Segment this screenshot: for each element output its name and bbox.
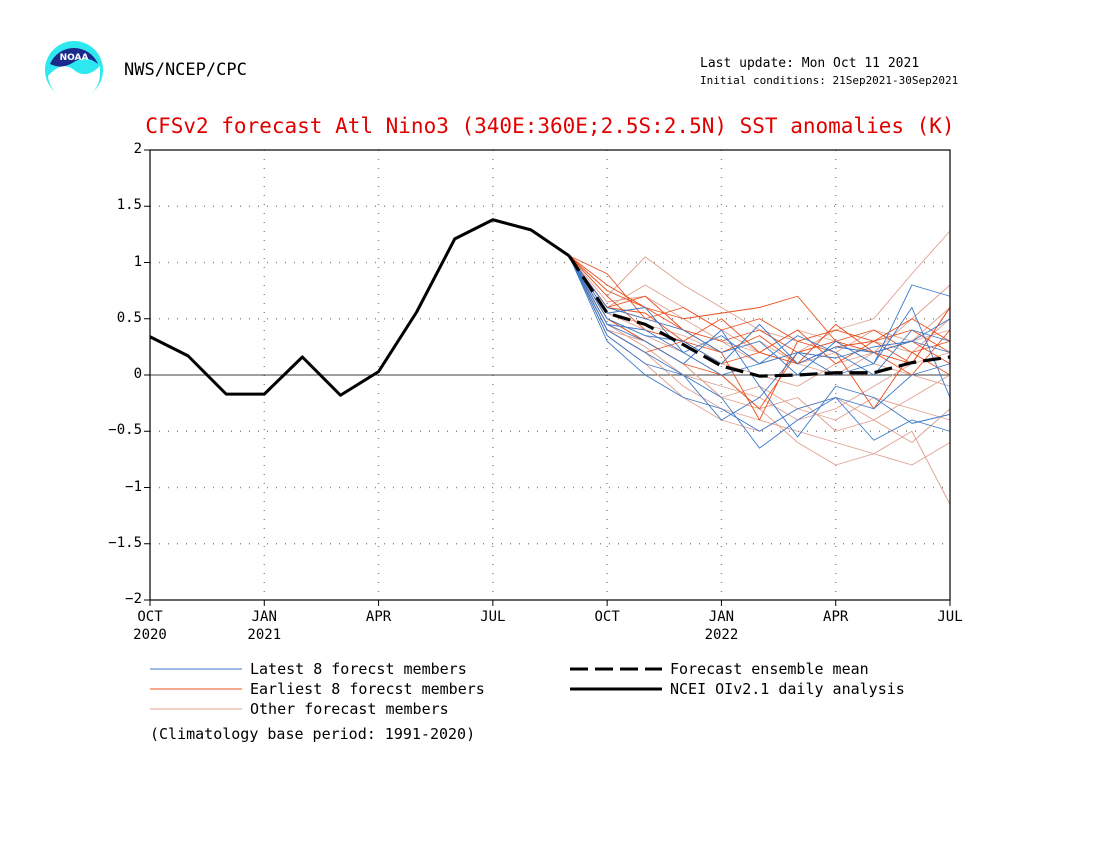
initial-conditions-text: Initial conditions: 21Sep2021-30Sep2021 — [700, 74, 959, 87]
x-tick-month: OCT — [594, 609, 620, 625]
x-tick-label: JAN 2021 — [234, 608, 294, 644]
latest-member-line — [568, 255, 951, 432]
y-tick-label: −0.5 — [108, 422, 142, 439]
other-member-line — [568, 255, 951, 387]
x-tick-month: APR — [365, 609, 392, 625]
legend-other: Other forecast members — [150, 700, 449, 718]
y-tick-label: 1.5 — [116, 197, 142, 214]
y-tick-label: −1.5 — [108, 534, 142, 551]
legend-earliest: Earliest 8 forecst members — [150, 680, 485, 698]
y-tick-label: −1 — [125, 478, 142, 495]
x-tick-label: JAN 2022 — [691, 608, 751, 644]
last-update-text: Last update: Mon Oct 11 2021 — [700, 56, 920, 71]
x-tick-month: JAN — [251, 609, 277, 625]
y-tick-label: 0 — [133, 366, 142, 382]
latest-member-line — [568, 255, 951, 438]
agency-label: NWS/NCEP/CPC — [124, 60, 247, 80]
other-member-line — [568, 255, 951, 432]
legend-mean: Forecast ensemble mean — [570, 660, 869, 678]
x-tick-month: JUL — [937, 609, 963, 625]
x-tick-month: OCT — [137, 609, 163, 625]
x-tick-label: JUL — [920, 608, 980, 626]
x-tick-year: 2021 — [247, 627, 282, 643]
analysis-line — [149, 218, 570, 397]
other-member-line — [568, 255, 951, 365]
x-tick-month: JUL — [480, 609, 506, 625]
svg-text:NOAA: NOAA — [60, 53, 89, 63]
legend-latest-swatch — [150, 668, 242, 670]
legend-analysis-label: NCEI OIv2.1 daily analysis — [670, 680, 905, 698]
other-member-line — [568, 255, 951, 443]
other-member-line — [568, 255, 951, 421]
x-tick-year: 2022 — [704, 627, 739, 643]
x-tick-label: APR — [349, 608, 409, 626]
x-tick-label: OCT — [577, 608, 637, 626]
legend-analysis: NCEI OIv2.1 daily analysis — [570, 680, 905, 698]
other-member-line — [568, 255, 951, 365]
earliest-member-line — [568, 255, 951, 365]
other-member-line — [568, 255, 951, 387]
legend-other-swatch — [150, 708, 242, 710]
latest-member-line — [568, 255, 951, 376]
earliest-member-line — [568, 255, 951, 365]
chart-title: CFSv2 forecast Atl Nino3 (340E:360E;2.5S… — [145, 114, 955, 138]
other-member-line — [568, 255, 951, 376]
x-tick-label: OCT 2020 — [120, 608, 180, 644]
latest-member-line — [568, 255, 951, 376]
x-tick-month: APR — [823, 609, 849, 625]
x-tick-year: 2020 — [133, 627, 167, 643]
legend-earliest-swatch — [150, 688, 242, 690]
y-tick-label: 0.5 — [116, 309, 142, 326]
latest-member-line — [568, 255, 951, 449]
x-tick-label: JUL — [463, 608, 523, 626]
x-tick-month: JAN — [708, 609, 735, 625]
earliest-member-line — [568, 255, 951, 421]
legend-latest-label: Latest 8 forecst members — [250, 660, 467, 678]
latest-member-line — [568, 255, 951, 365]
y-tick-label: 1 — [133, 253, 142, 270]
legend-mean-swatch — [570, 667, 662, 671]
other-member-line — [568, 255, 951, 466]
legend-other-label: Other forecast members — [250, 700, 449, 718]
ensemble-mean-line — [567, 254, 951, 378]
latest-member-line — [568, 255, 951, 365]
legend-latest: Latest 8 forecst members — [150, 660, 467, 678]
legend-mean-label: Forecast ensemble mean — [670, 660, 869, 678]
y-tick-label: −2 — [125, 591, 142, 607]
other-member-line — [568, 255, 951, 432]
legend-earliest-label: Earliest 8 forecst members — [250, 680, 485, 698]
earliest-member-line — [568, 255, 951, 353]
earliest-member-line — [568, 255, 951, 365]
x-tick-label: APR — [806, 608, 866, 626]
latest-member-line — [568, 255, 951, 421]
climatology-note: (Climatology base period: 1991-2020) — [150, 725, 476, 743]
legend-analysis-swatch — [570, 687, 662, 691]
noaa-logo: NOAA — [44, 40, 104, 101]
earliest-member-line — [568, 255, 951, 353]
earliest-member-line — [568, 255, 951, 365]
y-tick-label: 2 — [133, 141, 142, 157]
